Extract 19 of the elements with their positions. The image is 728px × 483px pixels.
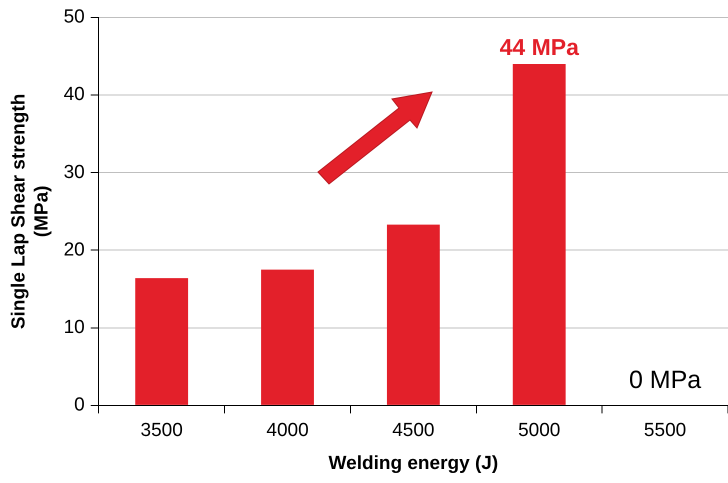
y-tick-label: 30 [64, 162, 85, 183]
y-tick-label: 50 [64, 6, 85, 28]
data-label: 0 MPa [628, 366, 702, 394]
bar [386, 224, 440, 405]
y-axis-title: Single Lap Shear strength (MPa) [8, 94, 52, 330]
x-tick-label: 4000 [266, 420, 309, 442]
y-tick-label: 20 [64, 239, 85, 260]
x-tick-label: 4500 [392, 420, 435, 442]
x-axis-title: Welding energy (J) [328, 452, 498, 474]
bar [261, 270, 314, 405]
bar [135, 278, 188, 405]
x-tick-label: 3500 [140, 420, 183, 442]
bar [512, 64, 566, 405]
y-tick-label: 10 [64, 317, 85, 338]
data-label: 44 MPa [500, 34, 580, 60]
y-tick-label: 0 [74, 394, 85, 416]
x-tick-label: 5500 [644, 420, 686, 442]
y-tick-label: 40 [64, 84, 85, 106]
x-tick-label: 5000 [518, 420, 560, 442]
